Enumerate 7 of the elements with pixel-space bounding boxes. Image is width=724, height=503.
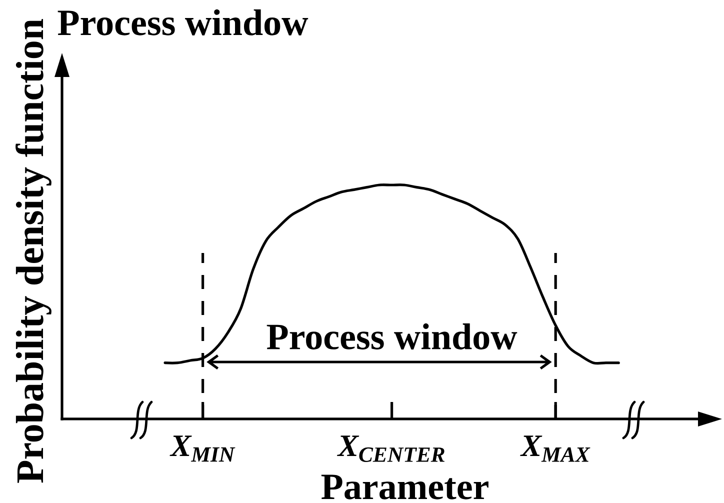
- x-axis-title: Parameter: [321, 474, 488, 500]
- chart-title: Process window: [58, 9, 308, 36]
- y-axis-title: Probability density function: [16, 19, 52, 483]
- x-tick-label: X$_{MAX}$: [520, 436, 590, 462]
- annotation: Process window: [266, 323, 518, 350]
- x-tick-label: X$_{MIN}$: [170, 436, 236, 462]
- x-tick-label: X$_{CENTER}$: [337, 436, 444, 462]
